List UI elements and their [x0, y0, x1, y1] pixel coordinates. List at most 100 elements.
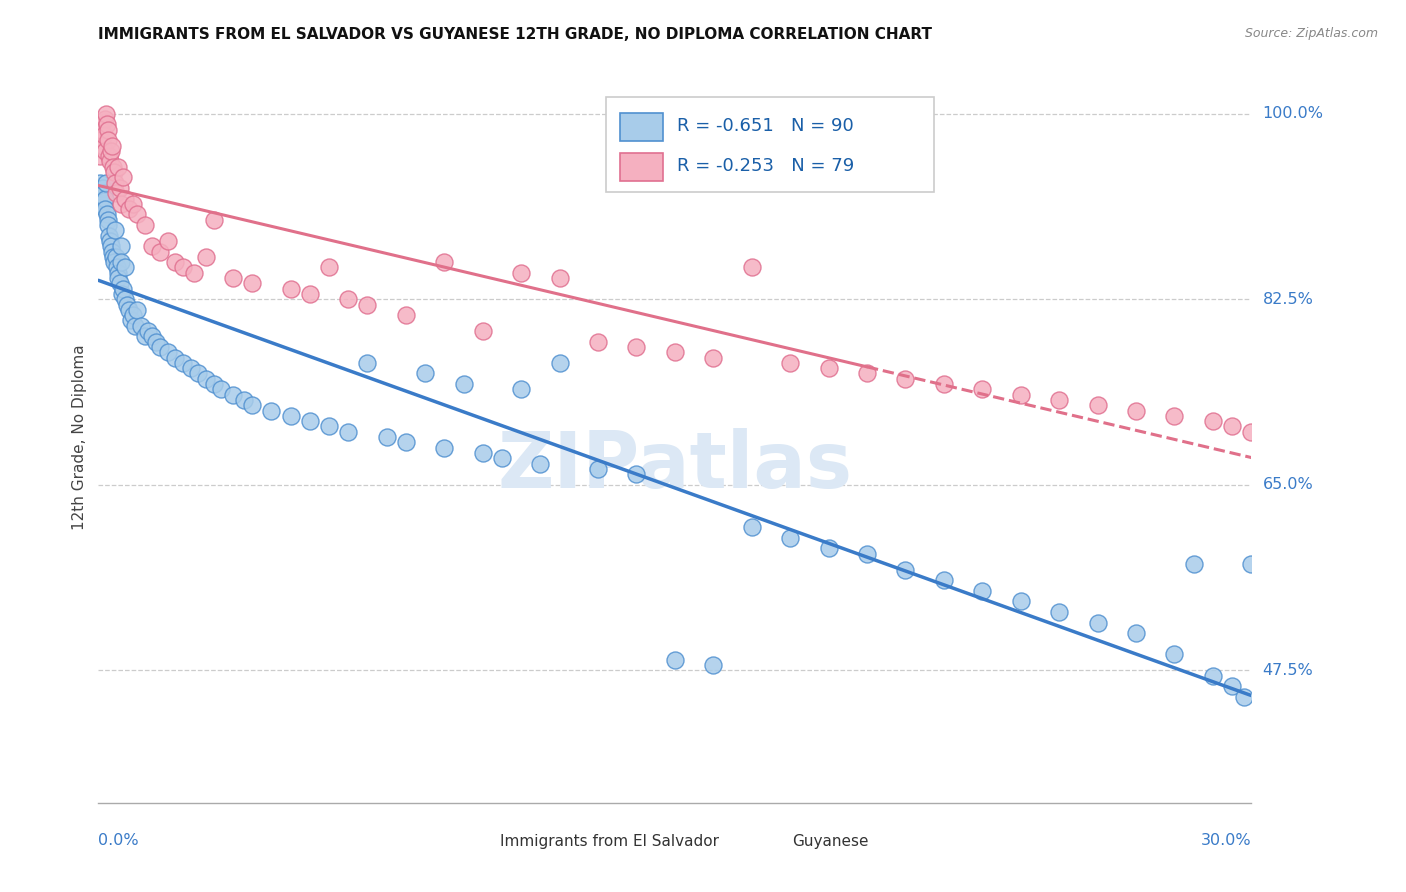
- Point: [110, 197, 132, 211]
- Point: [298, 287, 321, 301]
- Point: [741, 520, 763, 534]
- Point: [145, 334, 167, 349]
- Point: [222, 387, 245, 401]
- Point: [107, 271, 129, 285]
- Point: [129, 318, 152, 333]
- Point: [548, 271, 571, 285]
- Point: [1010, 387, 1032, 401]
- Text: 47.5%: 47.5%: [1263, 663, 1313, 678]
- Point: [117, 297, 139, 311]
- Text: ZIPatlas: ZIPatlas: [498, 428, 852, 504]
- Point: [112, 170, 135, 185]
- Point: [817, 361, 839, 376]
- Point: [89, 149, 111, 163]
- Point: [172, 356, 194, 370]
- Point: [125, 207, 148, 221]
- Point: [104, 186, 127, 201]
- Point: [1182, 558, 1205, 572]
- Y-axis label: 12th Grade, No Diploma: 12th Grade, No Diploma: [72, 344, 87, 530]
- Point: [1163, 409, 1185, 423]
- Point: [433, 441, 456, 455]
- Point: [110, 239, 132, 253]
- Point: [548, 356, 571, 370]
- Point: [356, 297, 378, 311]
- Point: [172, 260, 194, 275]
- Point: [122, 308, 145, 322]
- Point: [195, 372, 218, 386]
- Point: [779, 531, 801, 545]
- Point: [149, 244, 172, 259]
- Point: [97, 218, 120, 232]
- Point: [779, 356, 801, 370]
- Point: [395, 435, 418, 450]
- Point: [98, 228, 121, 243]
- Point: [1336, 446, 1358, 460]
- Point: [433, 255, 456, 269]
- Point: [932, 377, 955, 392]
- Text: Immigrants from El Salvador: Immigrants from El Salvador: [499, 834, 718, 849]
- Text: Source: ZipAtlas.com: Source: ZipAtlas.com: [1244, 27, 1378, 40]
- Text: Guyanese: Guyanese: [793, 834, 869, 849]
- Point: [932, 573, 955, 587]
- Point: [702, 658, 724, 673]
- Point: [98, 154, 121, 169]
- Point: [90, 133, 112, 147]
- Point: [1240, 425, 1263, 439]
- Point: [1355, 451, 1378, 466]
- Point: [233, 392, 256, 407]
- Point: [91, 197, 114, 211]
- Point: [103, 255, 125, 269]
- Text: 82.5%: 82.5%: [1263, 292, 1313, 307]
- Point: [586, 462, 609, 476]
- Point: [100, 239, 122, 253]
- Point: [118, 202, 141, 216]
- Point: [395, 308, 418, 322]
- Point: [90, 192, 112, 206]
- Point: [98, 234, 121, 248]
- Point: [141, 329, 163, 343]
- Point: [741, 260, 763, 275]
- Point: [165, 351, 187, 365]
- Point: [209, 383, 232, 397]
- Point: [1047, 605, 1070, 619]
- Point: [149, 340, 172, 354]
- Point: [180, 361, 202, 376]
- Point: [111, 287, 134, 301]
- Point: [90, 122, 112, 136]
- Point: [375, 430, 398, 444]
- Point: [97, 122, 120, 136]
- Point: [260, 403, 283, 417]
- Point: [96, 207, 118, 221]
- Point: [141, 239, 163, 253]
- Point: [626, 340, 648, 354]
- Point: [1393, 462, 1406, 476]
- Point: [240, 277, 263, 291]
- Point: [202, 212, 225, 227]
- FancyBboxPatch shape: [742, 830, 782, 853]
- Point: [856, 367, 879, 381]
- Point: [91, 181, 114, 195]
- Point: [1010, 594, 1032, 608]
- Point: [107, 266, 129, 280]
- Point: [94, 202, 117, 216]
- Point: [108, 277, 131, 291]
- Point: [93, 194, 115, 208]
- Point: [104, 250, 127, 264]
- Point: [1260, 266, 1282, 280]
- Text: R = -0.253   N = 79: R = -0.253 N = 79: [678, 158, 855, 176]
- Point: [93, 144, 115, 158]
- Point: [664, 653, 686, 667]
- Point: [1163, 648, 1185, 662]
- Point: [112, 282, 135, 296]
- Point: [510, 383, 533, 397]
- Point: [337, 293, 360, 307]
- Point: [114, 293, 136, 307]
- Point: [702, 351, 724, 365]
- Point: [1375, 457, 1398, 471]
- Point: [103, 223, 125, 237]
- Point: [94, 112, 117, 126]
- FancyBboxPatch shape: [620, 153, 664, 181]
- Point: [586, 334, 609, 349]
- Point: [972, 383, 994, 397]
- Point: [471, 324, 494, 338]
